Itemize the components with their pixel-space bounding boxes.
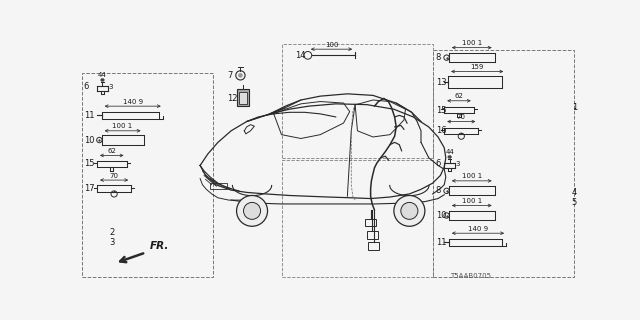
Text: 6: 6 bbox=[84, 83, 89, 92]
Bar bbox=[237, 89, 249, 106]
Text: 44: 44 bbox=[445, 149, 454, 155]
Bar bbox=[365, 219, 376, 226]
Text: 44: 44 bbox=[98, 72, 107, 78]
Text: 7: 7 bbox=[227, 71, 232, 80]
Bar bbox=[367, 231, 378, 239]
Text: 15: 15 bbox=[84, 159, 94, 168]
Text: 8: 8 bbox=[436, 186, 441, 195]
Circle shape bbox=[401, 203, 418, 219]
Text: 62: 62 bbox=[454, 93, 463, 99]
Text: 11: 11 bbox=[436, 238, 446, 247]
Text: 14: 14 bbox=[296, 51, 306, 60]
Text: 15: 15 bbox=[436, 106, 446, 115]
Bar bbox=[433, 50, 573, 277]
Text: 100 1: 100 1 bbox=[461, 40, 482, 46]
Text: 13: 13 bbox=[436, 78, 446, 87]
Bar bbox=[239, 92, 246, 104]
Text: 8: 8 bbox=[436, 53, 441, 62]
Text: 140 9: 140 9 bbox=[123, 99, 143, 105]
Text: 1: 1 bbox=[572, 103, 577, 112]
Text: 100 1: 100 1 bbox=[461, 173, 482, 179]
Text: 5: 5 bbox=[572, 198, 577, 207]
Text: 159: 159 bbox=[470, 64, 484, 70]
Text: 10: 10 bbox=[84, 136, 94, 145]
Text: 16: 16 bbox=[436, 126, 446, 135]
Text: 100 1: 100 1 bbox=[461, 198, 482, 204]
Circle shape bbox=[238, 73, 243, 78]
Bar bbox=[282, 44, 433, 158]
Text: 12: 12 bbox=[227, 94, 237, 103]
Bar bbox=[368, 243, 379, 250]
Circle shape bbox=[394, 196, 425, 226]
Bar bbox=[83, 73, 212, 277]
Text: 10: 10 bbox=[436, 211, 446, 220]
Text: 100 1: 100 1 bbox=[113, 123, 132, 129]
Text: 17: 17 bbox=[84, 184, 95, 193]
Circle shape bbox=[237, 196, 268, 226]
Circle shape bbox=[244, 203, 260, 219]
Bar bbox=[282, 160, 433, 277]
Text: 70: 70 bbox=[109, 172, 118, 179]
Text: 140 9: 140 9 bbox=[468, 226, 488, 232]
Text: FR.: FR. bbox=[150, 241, 169, 251]
Bar bbox=[210, 183, 227, 189]
Text: 3: 3 bbox=[456, 161, 460, 167]
Text: 62: 62 bbox=[108, 148, 116, 154]
Text: 4: 4 bbox=[572, 188, 577, 197]
Text: 3: 3 bbox=[109, 238, 115, 247]
Text: 2: 2 bbox=[109, 228, 115, 237]
Text: 11: 11 bbox=[84, 111, 94, 120]
Text: T5AAB0705: T5AAB0705 bbox=[451, 273, 492, 279]
Text: 6: 6 bbox=[436, 159, 441, 168]
Text: 100: 100 bbox=[324, 42, 338, 48]
Text: 70: 70 bbox=[457, 114, 466, 120]
Text: 3: 3 bbox=[109, 84, 113, 90]
